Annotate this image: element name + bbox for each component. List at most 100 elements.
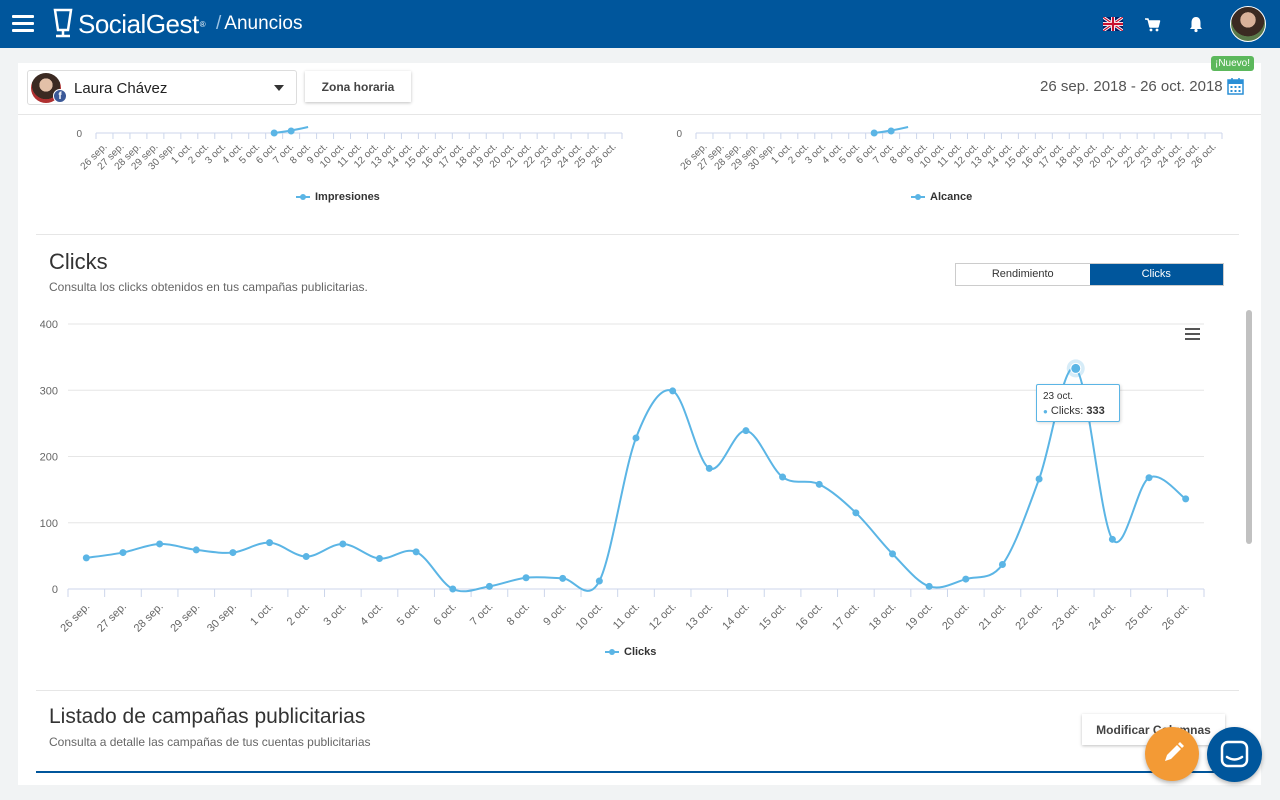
x-tick-label: 20 oct. <box>940 601 972 633</box>
logo-reg: ® <box>199 19 206 29</box>
new-badge: ¡Nuevo! <box>1211 56 1255 71</box>
x-tick-label: 13 oct. <box>684 601 716 633</box>
y-tick-label: 200 <box>40 452 58 464</box>
y-tick-label: 400 <box>40 319 58 331</box>
x-tick-label: 3 oct. <box>321 601 349 629</box>
x-tick-label: 11 oct. <box>611 601 642 632</box>
x-tick-label: 2 oct. <box>285 601 313 629</box>
x-tick-label: 12 oct. <box>647 601 679 633</box>
y-tick-label: 300 <box>40 385 58 397</box>
x-tick-label: 27 sep. <box>95 601 129 635</box>
toggle-rendimiento[interactable]: Rendimiento <box>956 264 1090 285</box>
x-tick-label: 30 sep. <box>205 601 239 635</box>
impressions-legend[interactable]: Impresiones <box>296 191 380 203</box>
timezone-button[interactable]: Zona horaria <box>305 71 411 102</box>
x-tick-label: 8 oct. <box>505 601 533 629</box>
data-point <box>669 387 677 395</box>
section-divider <box>36 690 1239 691</box>
chat-icon <box>1220 740 1249 768</box>
scrollbar[interactable] <box>1246 310 1252 544</box>
tooltip-label: Clicks: <box>1050 405 1087 417</box>
clicks-legend[interactable]: Clicks <box>605 646 656 658</box>
data-point <box>1035 475 1043 483</box>
x-tick-label: 15 oct. <box>757 601 789 633</box>
x-tick-label: 17 oct. <box>830 601 862 633</box>
logo[interactable]: SocialGest ® <box>52 7 206 41</box>
data-point <box>815 480 823 488</box>
data-point <box>375 555 383 563</box>
tooltip-date: 23 oct. <box>1043 391 1074 402</box>
reach-legend[interactable]: Alcance <box>911 191 972 203</box>
data-point <box>82 554 90 562</box>
campaigns-subtitle: Consulta a detalle las campañas de tus c… <box>49 735 371 749</box>
data-point <box>1145 474 1153 482</box>
x-tick-label: 23 oct. <box>1050 601 1082 633</box>
x-tick-label: 14 oct. <box>720 601 752 633</box>
top-navbar: SocialGest ® / Anuncios <box>0 0 1280 48</box>
campaigns-title: Listado de campañas publicitarias <box>49 705 366 728</box>
account-select[interactable]: f Laura Chávez <box>27 70 297 105</box>
calendar-icon[interactable] <box>1227 77 1244 95</box>
user-avatar[interactable] <box>1230 6 1266 42</box>
logo-glass-icon <box>53 8 73 38</box>
x-tick-label: 6 oct. <box>431 601 459 629</box>
pencil-icon <box>1165 742 1184 761</box>
data-point <box>559 574 567 582</box>
data-point <box>870 129 878 137</box>
data-point <box>1108 535 1116 543</box>
impressions-legend-label: Impresiones <box>315 191 380 203</box>
chat-fab-button[interactable] <box>1207 727 1262 782</box>
x-tick-label: 9 oct. <box>541 601 569 629</box>
data-point <box>742 427 750 435</box>
data-point <box>270 129 278 137</box>
data-point <box>485 582 493 590</box>
x-tick-label: 7 oct. <box>468 601 496 629</box>
clicks-title: Clicks <box>49 249 108 274</box>
x-tick-label: 29 sep. <box>168 601 202 635</box>
x-tick-label: 16 oct. <box>794 601 826 633</box>
y-tick-label: 0 <box>52 584 58 596</box>
data-point <box>887 127 895 135</box>
bell-icon[interactable] <box>1187 15 1205 33</box>
x-tick-label: 26 sep. <box>58 601 92 635</box>
section-divider <box>36 234 1239 235</box>
data-point <box>852 509 860 517</box>
data-point <box>412 548 420 556</box>
tooltip-value: 333 <box>1086 405 1105 417</box>
y-tick-label: 0 <box>76 129 82 140</box>
data-point <box>522 574 530 582</box>
data-point <box>119 549 127 557</box>
reach-legend-label: Alcance <box>930 191 973 203</box>
account-name: Laura Chávez <box>74 80 168 97</box>
chart-tooltip: 23 oct. ● Clicks: 333 <box>1036 384 1120 422</box>
data-point <box>266 539 274 547</box>
data-point-highlighted <box>1070 362 1082 374</box>
date-range[interactable]: 26 sep. 2018 - 26 oct. 2018 <box>1040 78 1223 95</box>
clicks-series-line <box>86 366 1187 593</box>
chart-menu-icon[interactable] <box>1185 328 1200 341</box>
x-tick-label: 22 oct. <box>1013 601 1045 633</box>
x-tick-label: 28 sep. <box>132 601 166 635</box>
data-point <box>449 585 457 593</box>
toggle-clicks[interactable]: Clicks <box>1089 264 1223 285</box>
data-point <box>156 540 164 548</box>
cart-icon[interactable] <box>1143 15 1161 33</box>
table-top-border <box>36 771 1239 773</box>
x-tick-label: 19 oct. <box>903 601 935 633</box>
data-point <box>595 577 603 585</box>
data-point <box>998 560 1006 568</box>
data-point <box>889 550 897 558</box>
data-point <box>192 546 200 554</box>
hamburger-menu-icon[interactable] <box>12 15 34 33</box>
uk-flag-icon[interactable] <box>1103 17 1123 31</box>
header-divider <box>18 114 1261 115</box>
data-point <box>962 575 970 583</box>
reach-chart: 026 sep.27 sep.28 sep.29 sep.30 sep.1 oc… <box>676 126 1223 172</box>
facebook-icon: f <box>53 89 67 103</box>
impressions-chart: 026 sep.27 sep.28 sep.29 sep.30 sep.1 oc… <box>76 126 623 172</box>
breadcrumb-current: Anuncios <box>224 13 303 34</box>
edit-fab-button[interactable] <box>1145 727 1199 781</box>
data-point <box>229 549 237 557</box>
x-tick-label: 18 oct. <box>867 601 899 633</box>
legend-marker <box>296 193 310 201</box>
